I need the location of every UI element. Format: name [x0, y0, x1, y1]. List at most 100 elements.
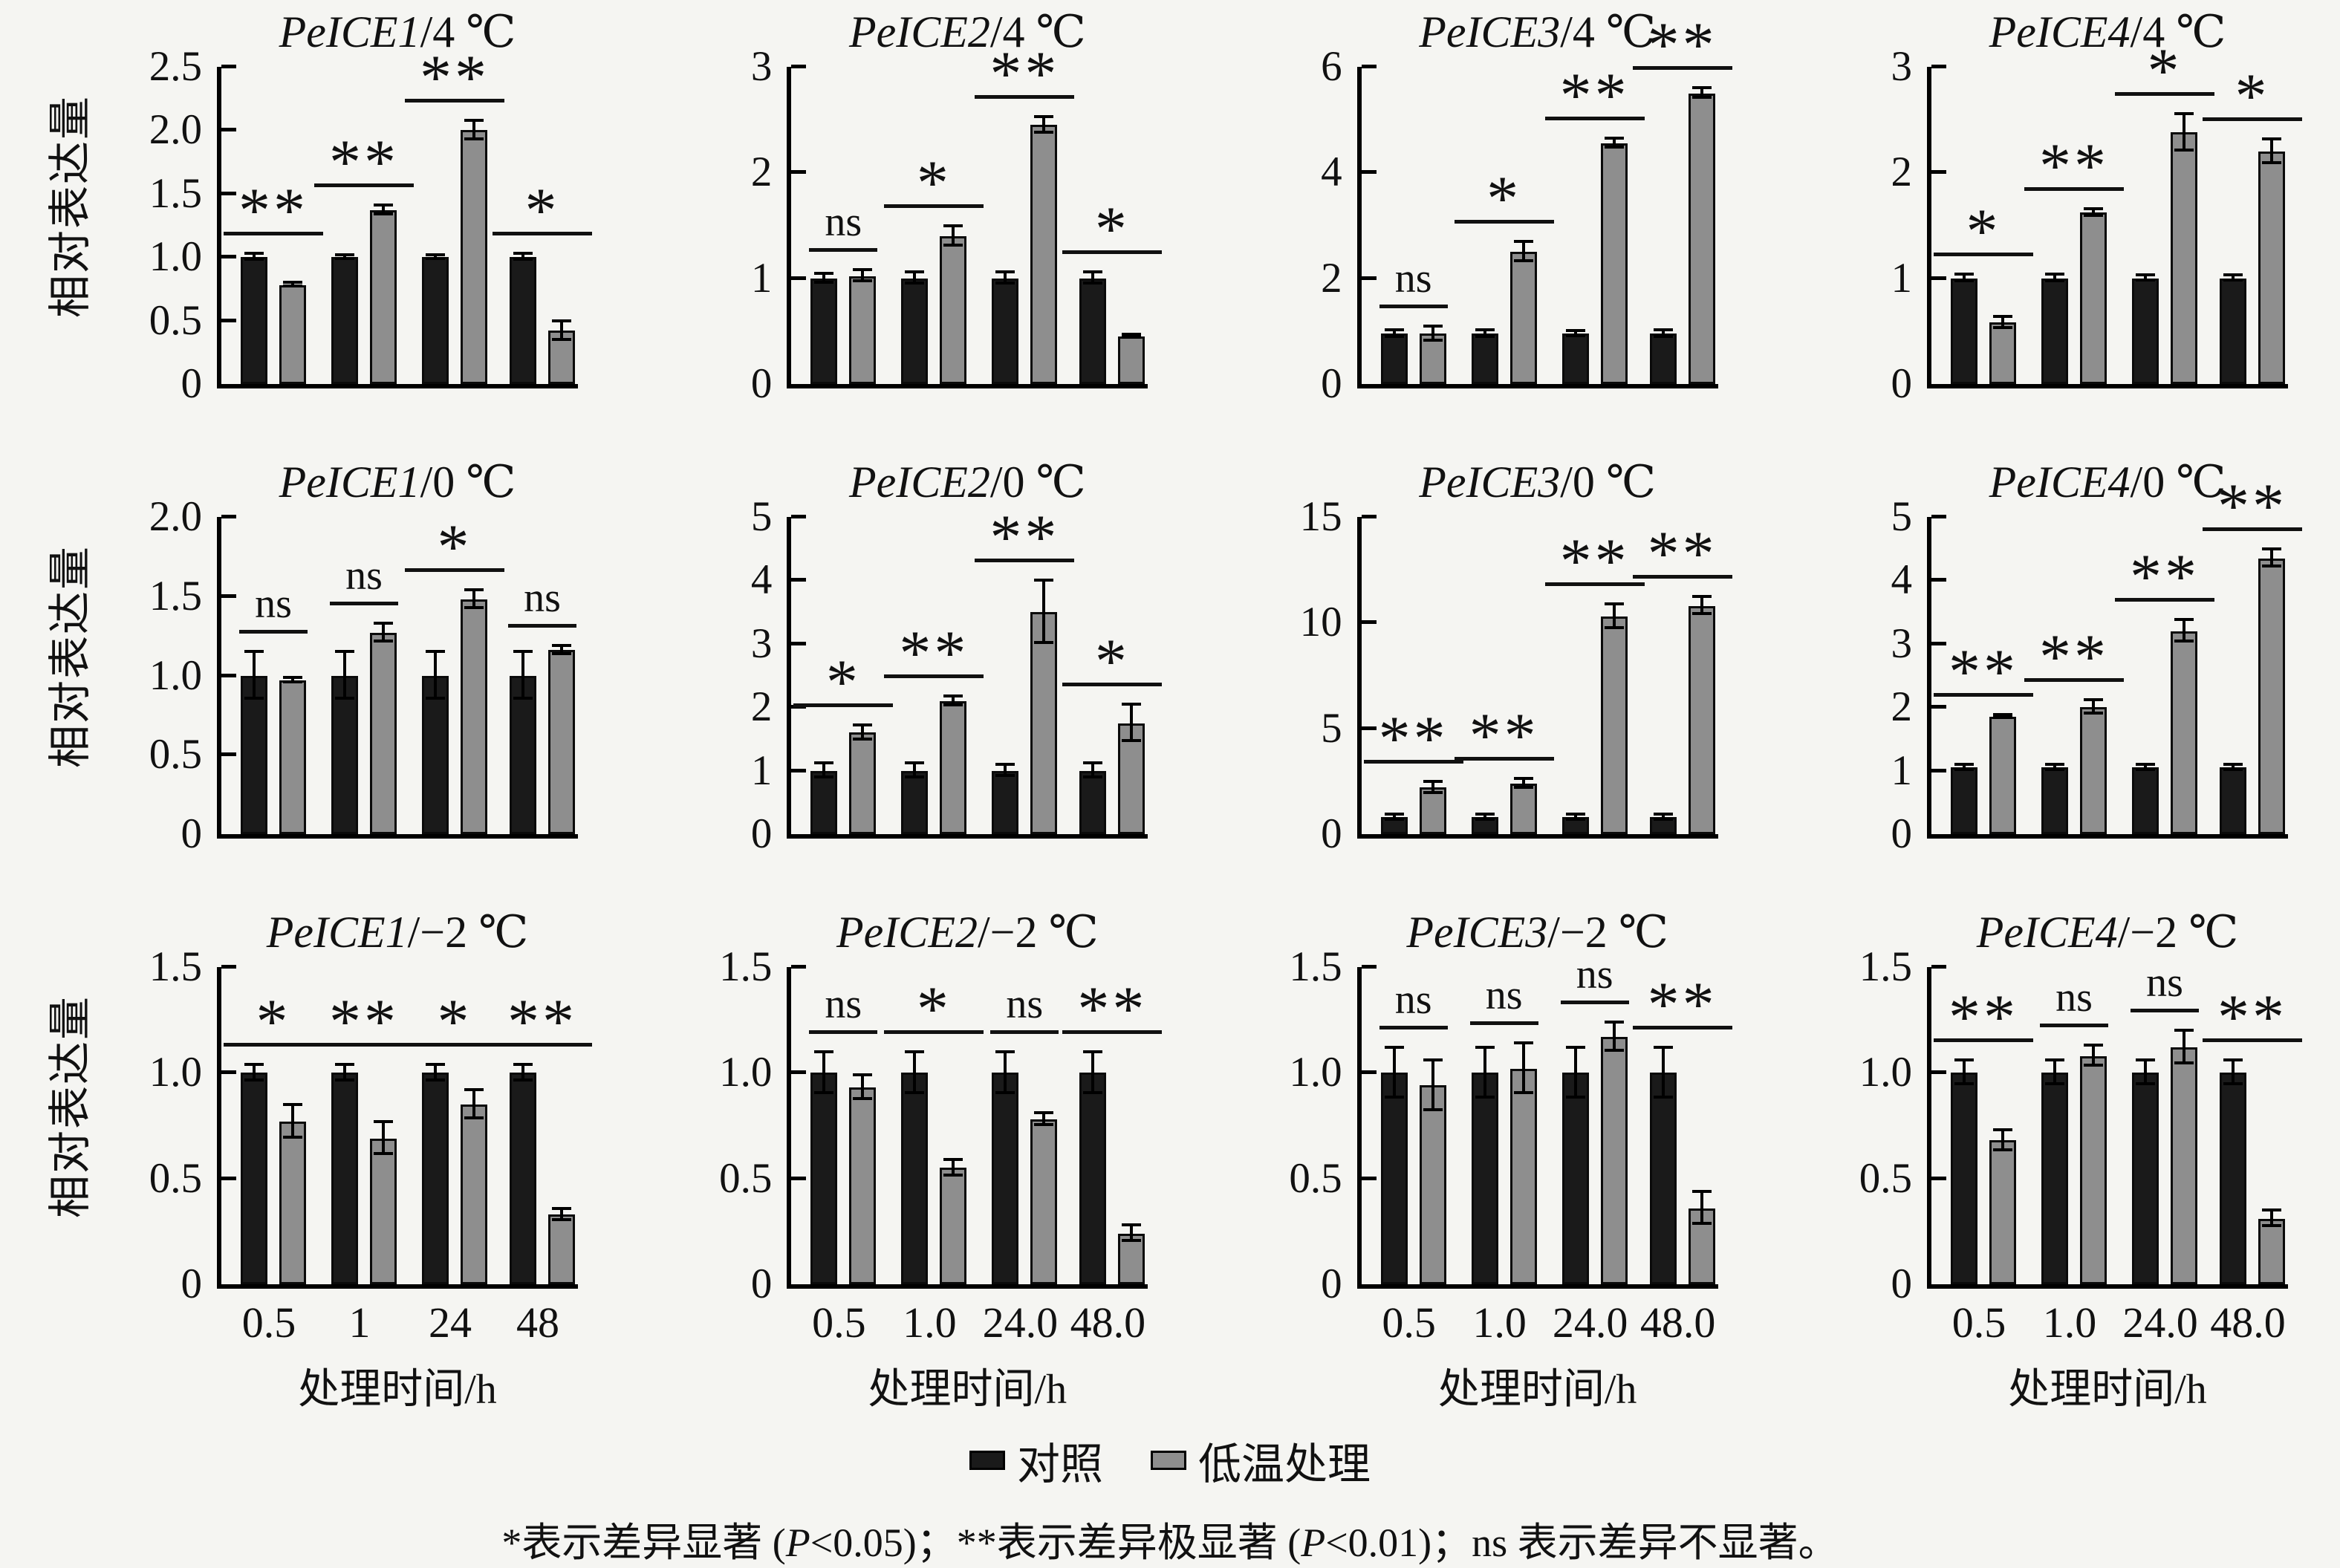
error-bar-line [1431, 781, 1434, 794]
y-tick-mark [791, 515, 807, 518]
y-tick-mark [221, 255, 236, 259]
significance-label: * [825, 646, 861, 718]
treatment-bar [2170, 132, 2197, 384]
y-tick-label: 0.5 [719, 1154, 773, 1202]
y-tick-label: 2 [1891, 149, 1912, 196]
treatment-bar [1989, 1140, 2016, 1284]
error-bar-cap [2083, 1044, 2103, 1047]
control-bar [901, 1073, 929, 1284]
error-bar-line [2143, 764, 2147, 771]
y-tick-label: 2.5 [149, 43, 202, 90]
significance-label: * [2147, 34, 2183, 106]
treatment-bar [1989, 322, 2016, 384]
control-bar [2219, 767, 2246, 834]
error-bar-line [2053, 274, 2056, 283]
error-bar-line [1130, 1225, 1134, 1243]
y-tick-mark [1361, 515, 1377, 518]
error-bar-line [343, 651, 346, 700]
control-bar [510, 675, 536, 834]
treatment-bar [1419, 334, 1446, 384]
error-bar-line [2231, 275, 2235, 282]
x-tick-label: 48.0 [2210, 1298, 2286, 1347]
control-bar [2131, 1073, 2159, 1284]
significance-line [1933, 1038, 2033, 1043]
error-bar-cap [1034, 1111, 1054, 1115]
control-bar [810, 1073, 838, 1284]
error-bar-cap [464, 605, 484, 609]
control-bar [1079, 770, 1107, 834]
row-panels-0c: PeICE1/0 ℃ 0 0.5 1.0 1.5 2.0 ns ns * ns PeICE2/0 ℃… [105, 456, 2302, 856]
significance-label: ns [524, 574, 561, 621]
x-tick-label: 24.0 [2122, 1298, 2198, 1347]
significance-label: ** [329, 985, 399, 1057]
error-bar-cap [244, 258, 264, 261]
x-tick-label: 24.0 [982, 1298, 1059, 1347]
error-bar-cap [283, 1103, 302, 1107]
significance-label: ns [255, 581, 292, 628]
significance-line [1632, 66, 1732, 71]
y-tick-label: 0 [181, 1260, 203, 1307]
error-bar-line [822, 1051, 826, 1094]
chart-title-gene: PeICE2 [848, 458, 990, 507]
plot-wrap: 0 1 2 3 4 5 ** ** ** ** [1816, 474, 2302, 856]
error-bar-cap [1122, 1239, 1142, 1243]
significance-line [884, 204, 984, 208]
error-bar-cap [2261, 547, 2281, 550]
treatment-bar [2258, 558, 2285, 834]
significance-line [2202, 527, 2302, 531]
error-bar-cap [1565, 1046, 1585, 1050]
error-bar-cap [1034, 1122, 1054, 1126]
y-tick-mark [1361, 1070, 1377, 1075]
error-bar-line [2001, 316, 2004, 329]
significance-label: ** [507, 985, 577, 1057]
error-bar-line [472, 120, 475, 141]
chart-title: PeICE1/0 ℃ [105, 456, 578, 517]
chart-title: PeICE2/0 ℃ [675, 456, 1148, 517]
significance-label: ** [1559, 59, 1630, 131]
error-bar-line [1521, 241, 1525, 263]
chart-title-condition: /4 ℃ [989, 7, 1086, 56]
error-bar-line [521, 253, 524, 261]
y-tick-label: 0.5 [149, 731, 202, 778]
error-bar-line [861, 1075, 865, 1101]
plot-area: ** ns ns ** [1926, 961, 2302, 1289]
y-tick-label: 5 [750, 493, 773, 540]
legend-label-control: 对照 [1016, 1440, 1103, 1489]
y-axis-tick-labels: 0 1 2 3 4 5 [675, 495, 787, 856]
error-bar-cap [2261, 565, 2281, 568]
significance-line [1933, 252, 2033, 256]
significance-marker: * [224, 989, 323, 1053]
treatment-bar [1688, 93, 1715, 384]
error-bar-line [1004, 764, 1007, 778]
error-bar-line [1483, 329, 1486, 339]
plot-area: ns * ** ** [1356, 13, 1732, 388]
error-bar-cap [1954, 767, 1974, 771]
treatment-bar [370, 1138, 397, 1284]
treatment-bar [849, 732, 877, 834]
error-bar-line [1392, 329, 1396, 339]
significance-line [1062, 250, 1163, 255]
control-bar [331, 675, 358, 834]
error-bar-cap [464, 137, 484, 141]
control-bar [2041, 278, 2068, 384]
x-axis-label: 处理时间/h [868, 1367, 1067, 1413]
error-bar-cap [2135, 278, 2155, 282]
y-tick-label: 1.5 [719, 943, 773, 990]
error-bar-cap [1992, 712, 2012, 716]
y-axis-tick-labels: 0 1 2 3 [675, 45, 787, 406]
error-bar-cap [335, 1078, 354, 1081]
y-tick-mark [221, 128, 236, 132]
chart-title-gene: PeICE2 [836, 908, 978, 957]
significance-label: ** [2129, 541, 2200, 613]
error-bar-cap [2223, 1082, 2243, 1086]
chart-title: PeICE4/0 ℃ [1816, 456, 2288, 517]
error-bar-cap [1513, 1041, 1533, 1045]
error-bar-cap [2174, 148, 2194, 152]
chart-title-condition: /0 ℃ [1560, 458, 1657, 507]
y-tick-label: 0 [750, 1260, 773, 1307]
error-bar-cap [1604, 1021, 1624, 1024]
error-bar-cap [1423, 324, 1443, 328]
control-bar [901, 278, 929, 384]
error-bar-cap [426, 696, 445, 700]
